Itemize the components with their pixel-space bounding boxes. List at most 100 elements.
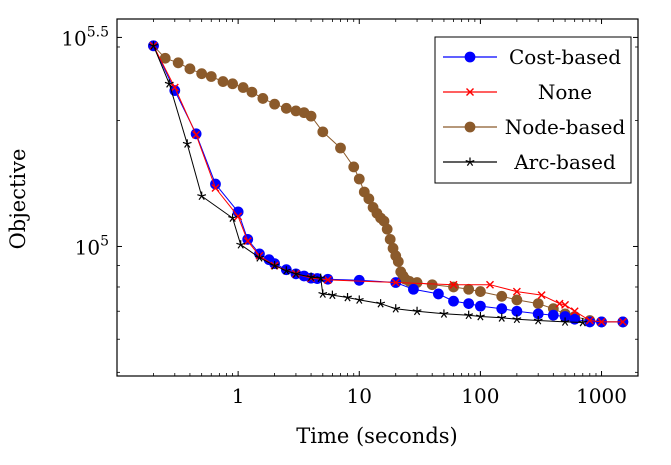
data-point [485, 280, 494, 289]
data-point [148, 41, 158, 50]
legend-label: None [538, 80, 592, 104]
y-tick-label: 105 [75, 233, 109, 259]
legend-entry: Node-based [443, 115, 625, 139]
data-point [463, 283, 475, 295]
data-point [448, 281, 459, 293]
data-point [412, 306, 422, 316]
data-point [246, 86, 258, 98]
data-point [318, 289, 328, 298]
data-point [353, 274, 365, 286]
data-point [343, 293, 352, 302]
data-point [475, 311, 485, 321]
data-point [182, 139, 192, 148]
data-point [496, 290, 508, 302]
legend-entry: Cost-based [443, 45, 621, 69]
data-point [243, 237, 252, 246]
legend-label: Arc-based [513, 150, 616, 174]
data-point [618, 317, 627, 326]
data-point [353, 173, 365, 185]
x-tick-label: 1 [232, 384, 245, 408]
data-point [348, 161, 360, 173]
data-point [560, 317, 570, 326]
data-point [547, 309, 559, 321]
series-line [153, 45, 623, 323]
data-point [217, 76, 229, 87]
data-point [532, 298, 544, 310]
data-point [496, 303, 508, 315]
data-point [570, 307, 579, 316]
data-point [585, 316, 594, 325]
axis-ticks: 1 10 100 1000 105 105.5 [61, 19, 638, 408]
data-point [170, 83, 179, 92]
y-tick-label: 105.5 [61, 24, 109, 50]
data-point [281, 266, 291, 275]
data-point [597, 317, 606, 326]
legend-label: Node-based [505, 115, 626, 139]
data-point [533, 316, 543, 325]
data-point [432, 288, 444, 300]
plot-frame [116, 18, 639, 377]
data-point [512, 314, 522, 324]
data-point [511, 294, 523, 306]
data-point [391, 278, 400, 287]
data-point [335, 142, 346, 154]
data-point [463, 298, 475, 310]
data-point [236, 240, 246, 249]
data-point [323, 275, 332, 284]
data-point [254, 253, 264, 262]
data-point [449, 280, 458, 289]
data-point [392, 256, 404, 268]
data-point [384, 233, 396, 245]
data-point [512, 287, 521, 296]
data-point [381, 223, 393, 235]
data-point [408, 283, 419, 295]
y-axis-label: Objective [6, 149, 30, 250]
data-point [228, 213, 238, 222]
data-point [561, 300, 570, 309]
data-point [376, 299, 386, 308]
data-point [578, 317, 588, 327]
data-point [497, 313, 507, 322]
data-point [306, 272, 316, 282]
data-point [197, 191, 207, 201]
data-point [327, 290, 337, 300]
x-tick-label: 10 [347, 384, 372, 408]
data-point [269, 98, 280, 110]
data-point [164, 79, 174, 88]
data-point [205, 71, 217, 82]
data-point [537, 291, 546, 300]
legend-marker [464, 121, 476, 133]
legend-marker [466, 88, 474, 96]
legend-entry: None [443, 80, 592, 104]
data-point [317, 126, 329, 138]
plot-area [148, 40, 629, 328]
legend-marker [465, 157, 475, 166]
data-point [291, 269, 301, 278]
data-point [464, 310, 474, 320]
data-point [439, 309, 449, 318]
legend-marker [464, 51, 476, 63]
data-point [391, 304, 401, 313]
x-axis-label: Time (seconds) [296, 424, 457, 448]
data-point [237, 82, 249, 93]
x-tick-label: 1000 [576, 384, 627, 408]
data-point [192, 130, 201, 139]
data-point [354, 295, 364, 304]
legend-entry: Arc-based [443, 150, 616, 174]
legend-label: Cost-based [509, 45, 621, 69]
data-point [363, 193, 375, 205]
data-point [227, 78, 238, 90]
data-point [426, 279, 438, 291]
data-point [257, 93, 269, 104]
data-point [196, 68, 208, 80]
data-point [316, 273, 326, 283]
data-point [270, 261, 280, 270]
data-point [475, 300, 486, 312]
data-point [305, 110, 317, 122]
data-point [448, 295, 459, 307]
data-point [211, 183, 220, 192]
data-point [234, 212, 243, 221]
data-point [242, 233, 254, 245]
legend: Cost-based None Node-based Arc-based [434, 36, 632, 184]
